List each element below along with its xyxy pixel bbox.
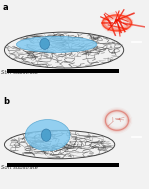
Text: b: b xyxy=(3,97,9,106)
Ellipse shape xyxy=(41,129,51,141)
Ellipse shape xyxy=(25,120,70,151)
Ellipse shape xyxy=(40,38,49,49)
Text: a: a xyxy=(3,3,9,12)
Bar xyxy=(7,69,119,73)
Text: Stiff substrate: Stiff substrate xyxy=(1,70,39,75)
Text: Soft substrate: Soft substrate xyxy=(1,165,38,170)
Bar xyxy=(7,163,119,167)
Ellipse shape xyxy=(16,36,97,52)
